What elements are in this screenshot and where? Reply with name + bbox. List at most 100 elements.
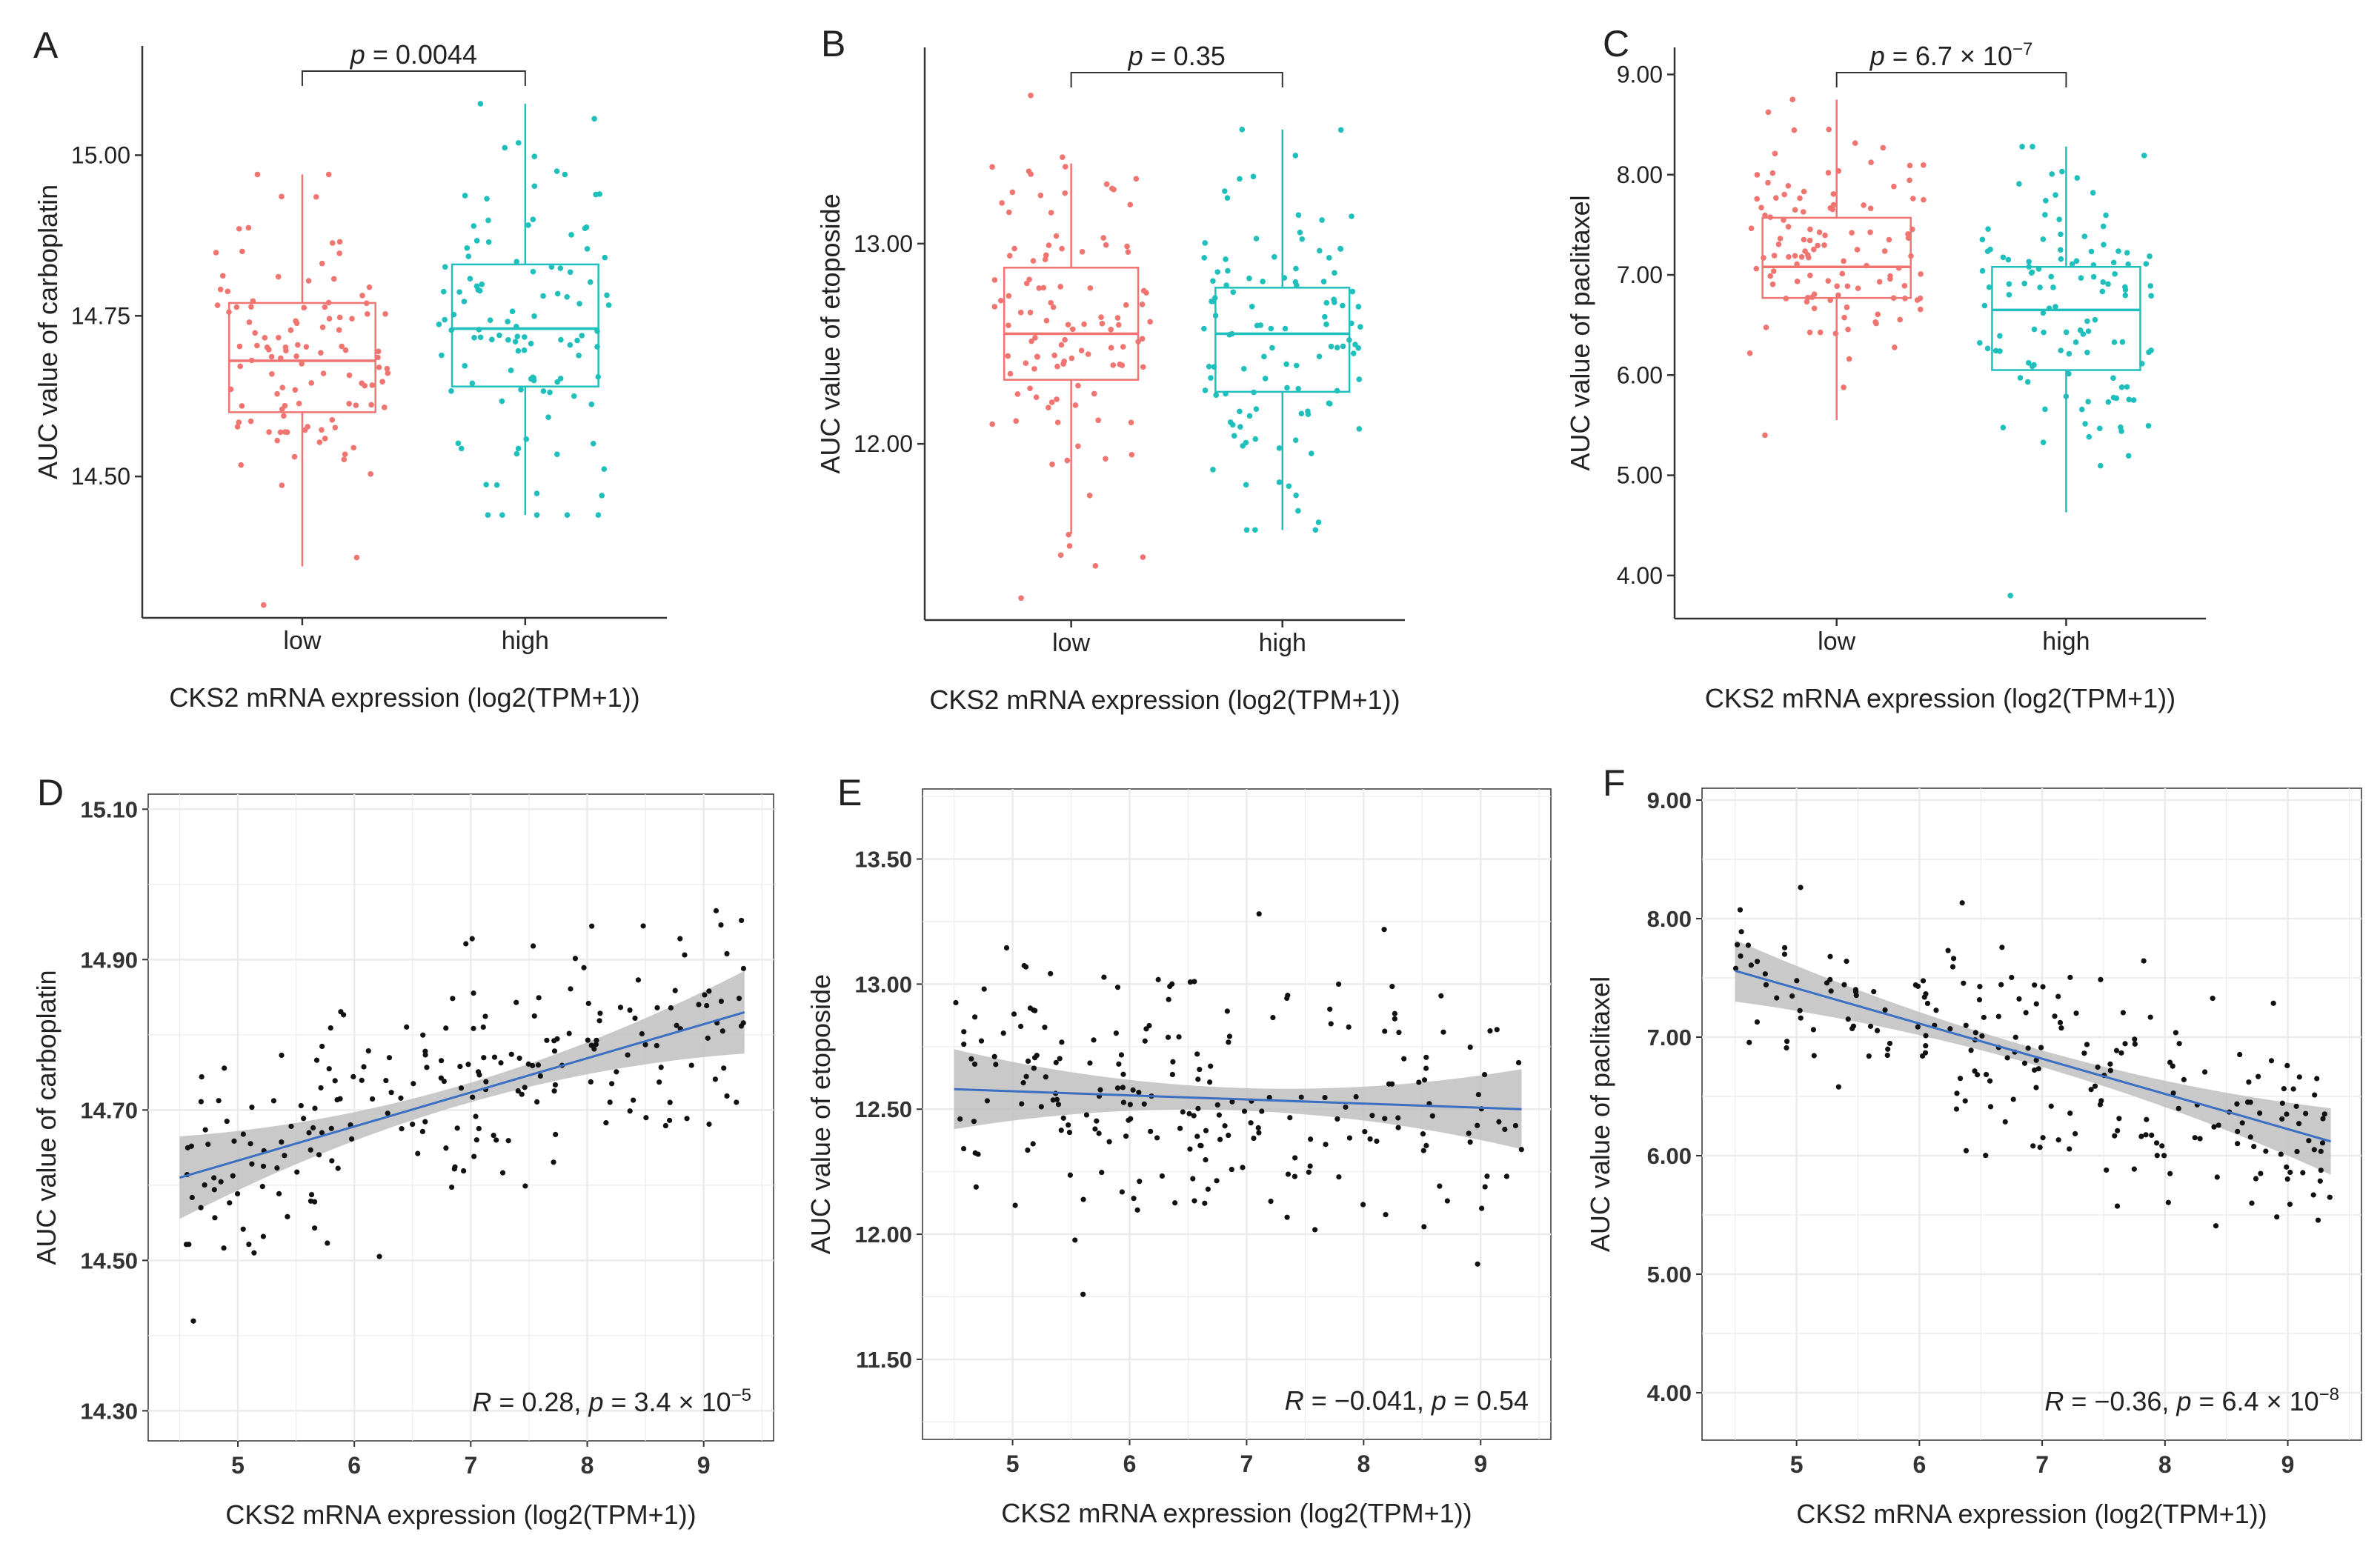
data-point [1081, 321, 1087, 327]
data-point [2167, 1059, 2173, 1065]
data-point [1821, 242, 1827, 248]
data-point [1835, 292, 1841, 299]
data-point [477, 334, 484, 341]
data-point [1048, 299, 1054, 306]
data-point [1386, 1081, 1392, 1087]
data-point [509, 308, 516, 315]
data-point [1195, 1105, 1201, 1111]
data-point [1143, 1026, 1149, 1032]
data-point [350, 1073, 356, 1080]
data-point [365, 1048, 371, 1054]
data-point [2030, 1143, 2036, 1149]
data-point [1440, 1029, 1446, 1035]
data-point [1320, 279, 1327, 284]
data-point [1051, 352, 1057, 359]
data-point [531, 1013, 537, 1019]
data-point [1754, 196, 1760, 202]
x-tick-label: 7 [1240, 1451, 1254, 1477]
data-point [1312, 527, 1319, 533]
data-point [576, 353, 582, 359]
data-point [1332, 299, 1337, 305]
data-point [227, 386, 234, 393]
data-point [443, 1145, 449, 1151]
data-point [1880, 144, 1887, 151]
data-point [1034, 353, 1040, 360]
data-point [1979, 236, 1986, 243]
data-point [1798, 253, 1805, 260]
data-point [1246, 276, 1252, 282]
data-point [1260, 279, 1266, 284]
data-point [1206, 363, 1212, 370]
data-point [1997, 348, 2003, 354]
data-point [1317, 247, 1323, 254]
data-point [522, 1183, 528, 1189]
data-point [1140, 364, 1146, 370]
data-point [552, 1082, 559, 1088]
data-point [1423, 1065, 1429, 1071]
data-point [1924, 1000, 1931, 1007]
data-point [190, 1318, 196, 1324]
data-point [319, 1043, 325, 1050]
data-point [1961, 980, 1967, 986]
x-axis-title: CKS2 mRNA expression (log2(TPM+1)) [929, 685, 1400, 715]
data-point [240, 1226, 246, 1232]
data-point [523, 436, 530, 442]
data-point [311, 1225, 318, 1231]
data-point [1758, 204, 1764, 210]
data-point [667, 1117, 673, 1123]
data-point [291, 453, 298, 460]
data-point [1357, 324, 1363, 330]
data-point [1754, 172, 1761, 178]
data-point [260, 1163, 267, 1169]
data-point [329, 240, 336, 246]
data-point [1335, 981, 1342, 988]
data-point [1844, 304, 1850, 310]
data-point [2287, 1169, 2293, 1176]
data-point [1195, 1076, 1201, 1082]
data-point [1392, 1016, 1397, 1022]
data-point [1038, 1104, 1044, 1110]
data-point [1977, 339, 1983, 346]
data-point [1240, 1165, 1246, 1170]
data-point [1369, 1113, 1375, 1119]
data-point [1308, 450, 1314, 456]
data-point [1251, 389, 1257, 396]
data-point [1114, 315, 1121, 321]
data-point [1905, 231, 1911, 237]
data-point [1845, 326, 1851, 333]
data-point [1868, 159, 1874, 165]
data-point [2126, 396, 2133, 403]
data-point [422, 1052, 428, 1058]
data-point [603, 1120, 609, 1126]
data-point [359, 1077, 365, 1083]
data-point [2066, 350, 2072, 357]
data-point [279, 384, 286, 391]
data-point [1140, 554, 1146, 560]
data-point [217, 286, 224, 293]
data-point [479, 282, 485, 287]
data-point [484, 196, 490, 202]
data-point [462, 193, 468, 199]
data-point [1861, 202, 1867, 208]
data-point [2086, 433, 2093, 440]
data-point [1985, 226, 1991, 232]
p-value: = 6.7 × 10 [1885, 41, 2012, 71]
data-point [1043, 318, 1050, 324]
significance-bracket [1070, 72, 1283, 87]
data-point [2095, 1064, 2101, 1070]
data-point [487, 317, 493, 323]
data-point [1211, 364, 1217, 370]
data-point [288, 1123, 294, 1129]
data-point [2107, 1061, 2113, 1067]
data-point [1374, 1138, 1380, 1145]
x-tick-label: 5 [1790, 1451, 1804, 1478]
data-point [316, 439, 323, 445]
data-point [1066, 531, 1071, 538]
data-point [1012, 1202, 1018, 1208]
data-point [2111, 339, 2118, 345]
data-point [1005, 209, 1012, 216]
data-point [594, 344, 600, 350]
data-point [1110, 362, 1117, 368]
data-point [658, 1065, 664, 1070]
confidence-band [1735, 939, 2331, 1175]
